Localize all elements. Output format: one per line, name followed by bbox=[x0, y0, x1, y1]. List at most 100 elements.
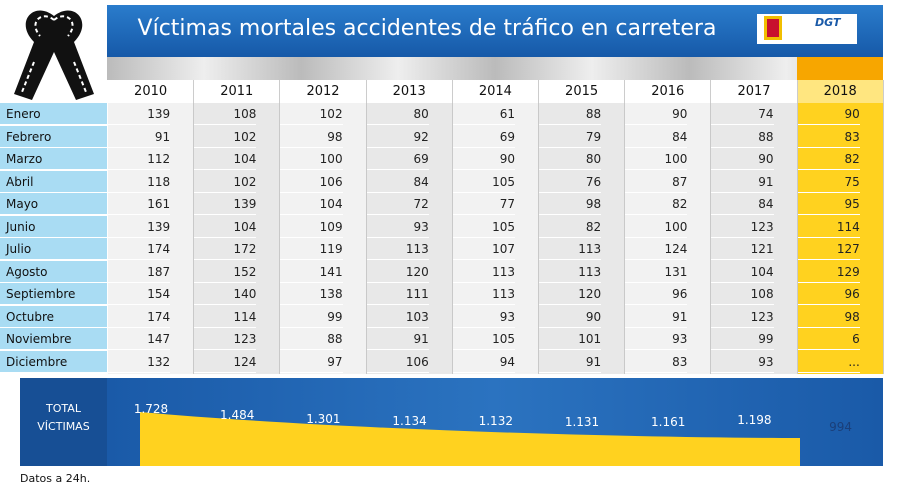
cell: 124 bbox=[194, 351, 257, 373]
cell: 82 bbox=[539, 216, 602, 238]
cell: 140 bbox=[194, 283, 257, 305]
column-bg bbox=[366, 80, 453, 374]
cell: 123 bbox=[711, 306, 774, 328]
cell: 95 bbox=[797, 193, 860, 215]
cell: 90 bbox=[625, 103, 688, 125]
cell: 90 bbox=[539, 306, 602, 328]
cell: 109 bbox=[280, 216, 343, 238]
logo-shield bbox=[764, 16, 782, 40]
cell: 79 bbox=[539, 126, 602, 148]
column-header: 2017 bbox=[711, 80, 798, 103]
month-label: Noviembre bbox=[0, 328, 107, 350]
cell: 113 bbox=[366, 238, 429, 260]
column-bg bbox=[539, 80, 626, 374]
month-label: Septiembre bbox=[0, 283, 107, 305]
cell: 98 bbox=[280, 126, 343, 148]
cell: 120 bbox=[539, 283, 602, 305]
month-label: Diciembre bbox=[0, 350, 107, 373]
cell: 100 bbox=[625, 148, 688, 170]
totals-shape bbox=[140, 412, 800, 466]
cell: 107 bbox=[452, 238, 515, 260]
column-bg bbox=[711, 80, 798, 374]
cell: 82 bbox=[797, 148, 860, 170]
cell: 99 bbox=[711, 328, 774, 350]
cell: 93 bbox=[625, 328, 688, 350]
cell: 114 bbox=[194, 306, 257, 328]
cell: 75 bbox=[797, 171, 860, 193]
cell: 123 bbox=[711, 216, 774, 238]
cell: 91 bbox=[711, 171, 774, 193]
cell: 91 bbox=[625, 306, 688, 328]
cell: 96 bbox=[625, 283, 688, 305]
cell: 120 bbox=[366, 261, 429, 283]
column-header: 2013 bbox=[366, 80, 453, 103]
column-bg bbox=[625, 80, 712, 374]
cell: 138 bbox=[280, 283, 343, 305]
cell: 84 bbox=[625, 126, 688, 148]
cell: 90 bbox=[797, 103, 860, 125]
title: Víctimas mortales accidentes de tráfico … bbox=[137, 16, 717, 41]
cell: 80 bbox=[366, 103, 429, 125]
cell: 82 bbox=[625, 193, 688, 215]
cell: 100 bbox=[280, 148, 343, 170]
cell: 139 bbox=[108, 103, 171, 125]
cell: 84 bbox=[711, 193, 774, 215]
cell: 132 bbox=[108, 351, 171, 373]
cell: 100 bbox=[625, 216, 688, 238]
cell: 119 bbox=[280, 238, 343, 260]
cell: 111 bbox=[366, 283, 429, 305]
cell: 83 bbox=[797, 126, 860, 148]
cell: 104 bbox=[194, 216, 257, 238]
month-label: Marzo bbox=[0, 148, 107, 170]
month-label: Octubre bbox=[0, 305, 107, 328]
total-value: 1.132 bbox=[478, 414, 513, 428]
column-bg bbox=[797, 80, 884, 374]
column-header: 2014 bbox=[452, 80, 539, 103]
cell: 152 bbox=[194, 261, 257, 283]
total-value: 994 bbox=[829, 420, 853, 434]
cell: 106 bbox=[280, 171, 343, 193]
column-header: 2015 bbox=[539, 80, 626, 103]
cell: 99 bbox=[280, 306, 343, 328]
column-bg bbox=[108, 80, 195, 374]
cell: 121 bbox=[711, 238, 774, 260]
column-header: 2018 bbox=[797, 80, 884, 103]
month-label: Abril bbox=[0, 170, 107, 193]
cell: 72 bbox=[366, 193, 429, 215]
cell: 113 bbox=[539, 261, 602, 283]
cell: 123 bbox=[194, 328, 257, 350]
month-label: Julio bbox=[0, 238, 107, 260]
cell: 102 bbox=[194, 126, 257, 148]
cell: 93 bbox=[366, 216, 429, 238]
cell: 88 bbox=[711, 126, 774, 148]
month-label: Enero bbox=[0, 103, 107, 125]
month-label: Mayo bbox=[0, 193, 107, 215]
cell: 94 bbox=[452, 351, 515, 373]
header-shelf-highlight bbox=[797, 57, 883, 80]
month-label: Febrero bbox=[0, 125, 107, 148]
cell: 141 bbox=[280, 261, 343, 283]
logo-text: DGT bbox=[815, 16, 841, 29]
cell: 187 bbox=[108, 261, 171, 283]
total-value: 1.134 bbox=[392, 414, 427, 428]
cell: 84 bbox=[366, 171, 429, 193]
cell: 91 bbox=[539, 351, 602, 373]
cell: 113 bbox=[452, 283, 515, 305]
cell: 91 bbox=[366, 328, 429, 350]
column-header: 2016 bbox=[625, 80, 712, 103]
cell: 114 bbox=[797, 216, 860, 238]
cell: 172 bbox=[194, 238, 257, 260]
cell: 108 bbox=[711, 283, 774, 305]
cell: 80 bbox=[539, 148, 602, 170]
cell: 61 bbox=[452, 103, 515, 125]
cell: 83 bbox=[625, 351, 688, 373]
cell: 74 bbox=[711, 103, 774, 125]
cell: 129 bbox=[797, 261, 860, 283]
cell: 105 bbox=[452, 171, 515, 193]
cell: 104 bbox=[280, 193, 343, 215]
totals-label: TOTAL VÍCTIMAS bbox=[20, 378, 107, 466]
column-bg bbox=[280, 80, 367, 374]
cell: 113 bbox=[452, 261, 515, 283]
cell: 139 bbox=[108, 216, 171, 238]
